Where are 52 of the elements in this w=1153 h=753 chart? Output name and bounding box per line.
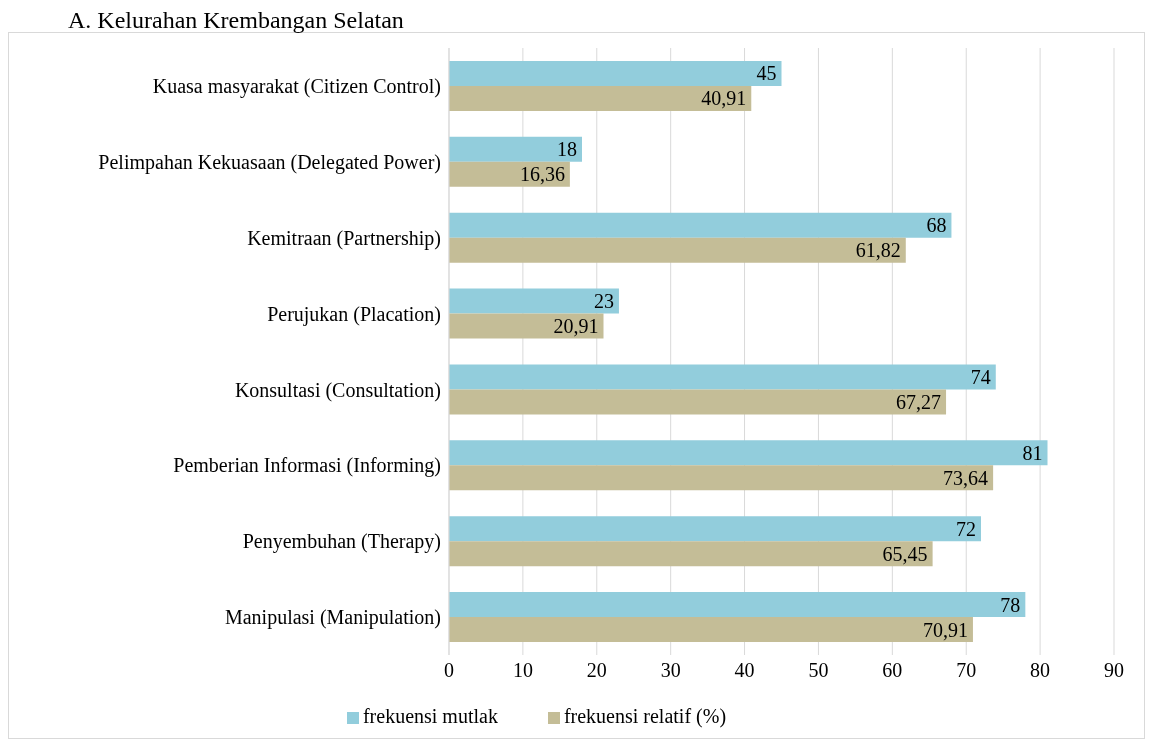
y-tick-label: Perujukan (Placation) xyxy=(267,302,441,326)
data-label: 45 xyxy=(756,62,777,85)
data-label: 67,27 xyxy=(896,391,942,413)
x-tick-label: 50 xyxy=(808,659,829,682)
y-tick-label: Konsultasi (Consultation) xyxy=(234,378,441,402)
data-label: 40,91 xyxy=(701,87,747,110)
x-tick-label: 20 xyxy=(586,659,607,682)
y-tick-label: Kuasa masyarakat (Citizen Control) xyxy=(152,75,441,99)
bar xyxy=(449,85,752,111)
bar xyxy=(449,440,1048,466)
legend-label: frekuensi relatif (%) xyxy=(563,705,727,727)
text: A. Kelurahan Krembangan Selatan xyxy=(67,7,405,33)
x-tick-label: 80 xyxy=(1030,659,1051,682)
data-label: 20,91 xyxy=(553,315,599,338)
x-tick-label: 60 xyxy=(882,659,903,682)
bar xyxy=(449,212,952,238)
x-tick-label: 0 xyxy=(444,659,454,682)
data-label: 65,45 xyxy=(882,542,928,565)
y-tick-label: Pelimpahan Kekuasaan (Delegated Power) xyxy=(98,150,441,174)
data-label: 72 xyxy=(956,517,976,540)
y-tick-label: Kemitraan (Partnership) xyxy=(247,226,441,250)
bar xyxy=(449,60,782,86)
data-label: 81 xyxy=(1022,441,1043,464)
data-label: 74 xyxy=(970,366,991,388)
x-tick-label: 40 xyxy=(734,659,755,682)
y-tick-label: Manipulasi (Manipulation) xyxy=(224,606,441,630)
y-tick-label: Pemberian Informasi (Informing) xyxy=(173,454,441,478)
bar xyxy=(449,364,996,390)
data-label: 73,64 xyxy=(943,466,989,489)
bar xyxy=(449,237,906,263)
data-label: 16,36 xyxy=(519,163,565,186)
data-label: 23 xyxy=(593,290,614,313)
bar xyxy=(449,541,933,567)
y-tick-label: Penyembuhan (Therapy) xyxy=(242,530,441,554)
x-tick-label: 90 xyxy=(1104,659,1124,682)
data-label: 78 xyxy=(1000,593,1021,616)
data-label: 61,82 xyxy=(855,239,901,262)
bar xyxy=(449,389,947,415)
bar xyxy=(449,516,981,542)
bar xyxy=(449,313,604,339)
data-label: 70,91 xyxy=(922,618,968,641)
data-label: 68 xyxy=(926,214,947,237)
x-tick-label: 10 xyxy=(512,659,533,682)
bar xyxy=(449,465,994,491)
x-tick-label: 70 xyxy=(956,659,977,682)
bar xyxy=(449,288,619,314)
legend-label: frekuensi mutlak xyxy=(362,705,498,727)
bar xyxy=(449,617,973,643)
bar xyxy=(449,592,1026,618)
bar xyxy=(449,136,582,162)
x-tick-label: 30 xyxy=(660,659,681,682)
data-label: 18 xyxy=(557,138,577,161)
